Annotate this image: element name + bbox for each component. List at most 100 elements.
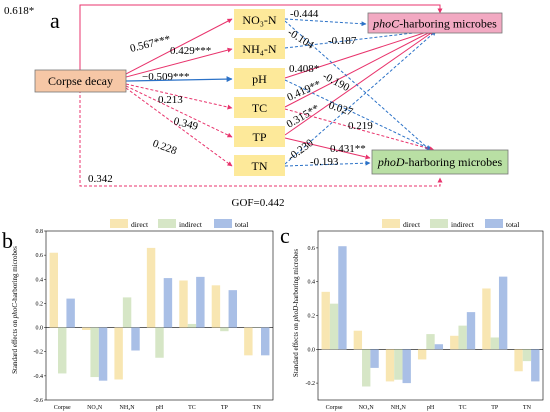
bar-total-3 — [163, 278, 173, 328]
x-tick-label: TC — [459, 405, 467, 411]
path-tc-phoC — [284, 30, 433, 108]
plot-frame — [317, 230, 544, 401]
bar-total-2 — [131, 327, 140, 351]
coef-ph-phoD: -0.190 — [321, 70, 352, 94]
bar-direct-4 — [450, 335, 459, 350]
variable-box-ph: pH — [234, 68, 285, 89]
legend-swatch-indirect — [158, 219, 176, 228]
chart-b-ylabel-italic: phoC — [11, 303, 19, 320]
legend-swatch-direct — [382, 219, 400, 228]
path-nh4-phoC — [284, 29, 431, 49]
x-tick-label: TP — [221, 405, 229, 411]
coef-corpse-phoD: 0.342 — [88, 173, 113, 185]
legend-swatch-total — [214, 219, 232, 228]
y-tick-label: -0.2 — [34, 350, 44, 356]
x-tick-label: TP — [491, 405, 499, 411]
coef-corpse-no3: 0.567*** — [129, 33, 172, 55]
bar-direct-6 — [244, 327, 253, 356]
chart-c-ylabel-italic: phoD — [292, 306, 300, 323]
phoD-rest: -harboring microbes — [405, 155, 503, 169]
bar-direct-5 — [482, 288, 491, 350]
bar-indirect-0 — [329, 303, 339, 350]
chart-b-legend: direct indirect total — [110, 219, 248, 229]
path-corpse-phoD — [79, 90, 443, 187]
variable-label-ph: pH — [252, 72, 267, 86]
legend-label-total: total — [235, 220, 248, 229]
bar-total-6 — [531, 349, 540, 382]
bar-direct-6 — [514, 349, 523, 372]
coef-tp-phoD: 0.219 — [348, 120, 373, 132]
variable-box-tn: TN — [234, 155, 285, 176]
x-tick-label: TN — [253, 405, 262, 411]
chart-c-ylabel: Standard effects on phoD-harboring micro… — [292, 249, 300, 377]
y-tick-label: 0.6 — [308, 246, 316, 252]
bar-direct-2 — [114, 327, 123, 380]
bar-total-6 — [261, 327, 270, 356]
y-tick-label: 0.0 — [308, 347, 316, 353]
variable-box-nh4: NH₄-N — [234, 38, 285, 59]
legend-swatch-indirect — [430, 219, 448, 228]
phoD-box: phoD-harboring microbes — [371, 149, 509, 175]
path-corpse-nh4 — [125, 47, 233, 78]
coef-corpse-ph: −0.509*** — [142, 71, 189, 83]
phoD-italic: phoD — [377, 155, 405, 169]
chart-b-ylabel-prefix: Standard effects on — [11, 318, 19, 374]
y-tick-label: -0.6 — [34, 398, 44, 404]
path-no3-phoD — [284, 20, 431, 151]
coef-tc-phoC: 0.419** — [285, 78, 323, 104]
bar-indirect-3 — [155, 327, 164, 358]
panel-b-label: b — [2, 228, 13, 253]
bar-total-4 — [466, 312, 476, 350]
phoC-italic: phoC — [372, 17, 400, 31]
coef-no3-phoC: -0.444 — [290, 8, 319, 20]
bar-direct-1 — [353, 330, 363, 350]
y-tick-label: 0.8 — [36, 229, 44, 235]
plot-frame — [45, 230, 274, 401]
coef-corpse-nh4: 0.429*** — [170, 45, 211, 57]
bar-indirect-4 — [458, 325, 467, 350]
coef-corpse-tn: 0.228 — [151, 138, 179, 158]
bar-direct-5 — [211, 285, 221, 328]
x-tick-label: NH₄N — [391, 405, 407, 411]
path-diagram: a — [4, 4, 509, 209]
bar-total-1 — [98, 327, 108, 381]
bar-indirect-2 — [122, 297, 132, 328]
path-no3-phoC — [284, 18, 367, 27]
bar-total-4 — [196, 276, 205, 328]
bar-total-5 — [228, 290, 238, 328]
legend-label-indirect: indirect — [179, 220, 203, 229]
y-tick-label: -0.4 — [34, 374, 44, 380]
bar-direct-3 — [417, 349, 427, 360]
bar-direct-1 — [81, 327, 91, 330]
coef-tp-phoC: 0.315** — [285, 102, 322, 130]
y-tick-label: 0.4 — [36, 277, 44, 283]
bar-indirect-6 — [522, 349, 532, 362]
x-tick-label: NH₄N — [120, 405, 136, 411]
path-corpse-tn — [125, 87, 233, 167]
bar-total-1 — [370, 349, 379, 368]
x-tick-label: Corpse — [326, 405, 343, 411]
bar-direct-0 — [49, 252, 58, 328]
chart-c-ylabel-suffix: -harboring microbes — [292, 249, 300, 306]
phoD-label: phoD-harboring microbes — [377, 155, 503, 169]
bar-total-5 — [498, 276, 508, 350]
chart-c: c Standard effects on phoD-harboring mic… — [280, 219, 544, 411]
phoC-box: phoC-harboring microbes — [367, 12, 503, 34]
path-ph-phoD — [284, 79, 433, 151]
coef-ph-phoC: 0.408* — [289, 63, 319, 75]
y-tick-label: 0.2 — [308, 314, 316, 320]
path-arrows — [79, 4, 443, 187]
path-tp-phoC — [284, 30, 435, 136]
bar-indirect-3 — [426, 334, 435, 350]
x-tick-label: Corpse — [54, 405, 71, 411]
variable-label-tp: TP — [252, 130, 266, 144]
bar-indirect-5 — [490, 337, 499, 350]
coef-tp-phoD-2: 0.431** — [330, 143, 366, 155]
variable-box-tc: TC — [234, 97, 285, 118]
chart-b: b Standard effects on phoC-harboring mic… — [2, 219, 274, 411]
bar-indirect-4 — [187, 323, 197, 328]
x-tick-label: NO₃N — [87, 405, 103, 411]
coef-tn-phoD: -0.193 — [310, 156, 339, 168]
x-tick-label: TN — [523, 405, 532, 411]
